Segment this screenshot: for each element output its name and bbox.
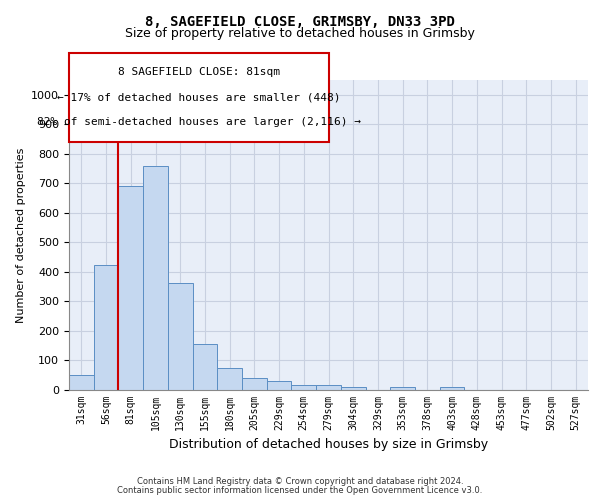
Bar bbox=[267, 381, 292, 390]
Text: ← 17% of detached houses are smaller (448): ← 17% of detached houses are smaller (44… bbox=[57, 92, 341, 102]
Text: 82% of semi-detached houses are larger (2,116) →: 82% of semi-detached houses are larger (… bbox=[37, 118, 361, 128]
Text: 8, SAGEFIELD CLOSE, GRIMSBY, DN33 3PD: 8, SAGEFIELD CLOSE, GRIMSBY, DN33 3PD bbox=[145, 15, 455, 29]
Text: 8 SAGEFIELD CLOSE: 81sqm: 8 SAGEFIELD CLOSE: 81sqm bbox=[118, 67, 280, 77]
Text: Contains public sector information licensed under the Open Government Licence v3: Contains public sector information licen… bbox=[118, 486, 482, 495]
Bar bbox=[292, 384, 316, 390]
Bar bbox=[143, 166, 168, 390]
Bar bbox=[341, 387, 365, 390]
Text: Size of property relative to detached houses in Grimsby: Size of property relative to detached ho… bbox=[125, 28, 475, 40]
Bar bbox=[242, 378, 267, 390]
Bar bbox=[168, 283, 193, 390]
X-axis label: Distribution of detached houses by size in Grimsby: Distribution of detached houses by size … bbox=[169, 438, 488, 452]
Bar bbox=[193, 344, 217, 390]
Bar bbox=[118, 186, 143, 390]
Bar bbox=[217, 368, 242, 390]
Bar bbox=[69, 374, 94, 390]
Y-axis label: Number of detached properties: Number of detached properties bbox=[16, 148, 26, 322]
Bar bbox=[94, 266, 118, 390]
Bar bbox=[316, 385, 341, 390]
Bar bbox=[390, 387, 415, 390]
Bar bbox=[440, 388, 464, 390]
Text: Contains HM Land Registry data © Crown copyright and database right 2024.: Contains HM Land Registry data © Crown c… bbox=[137, 477, 463, 486]
